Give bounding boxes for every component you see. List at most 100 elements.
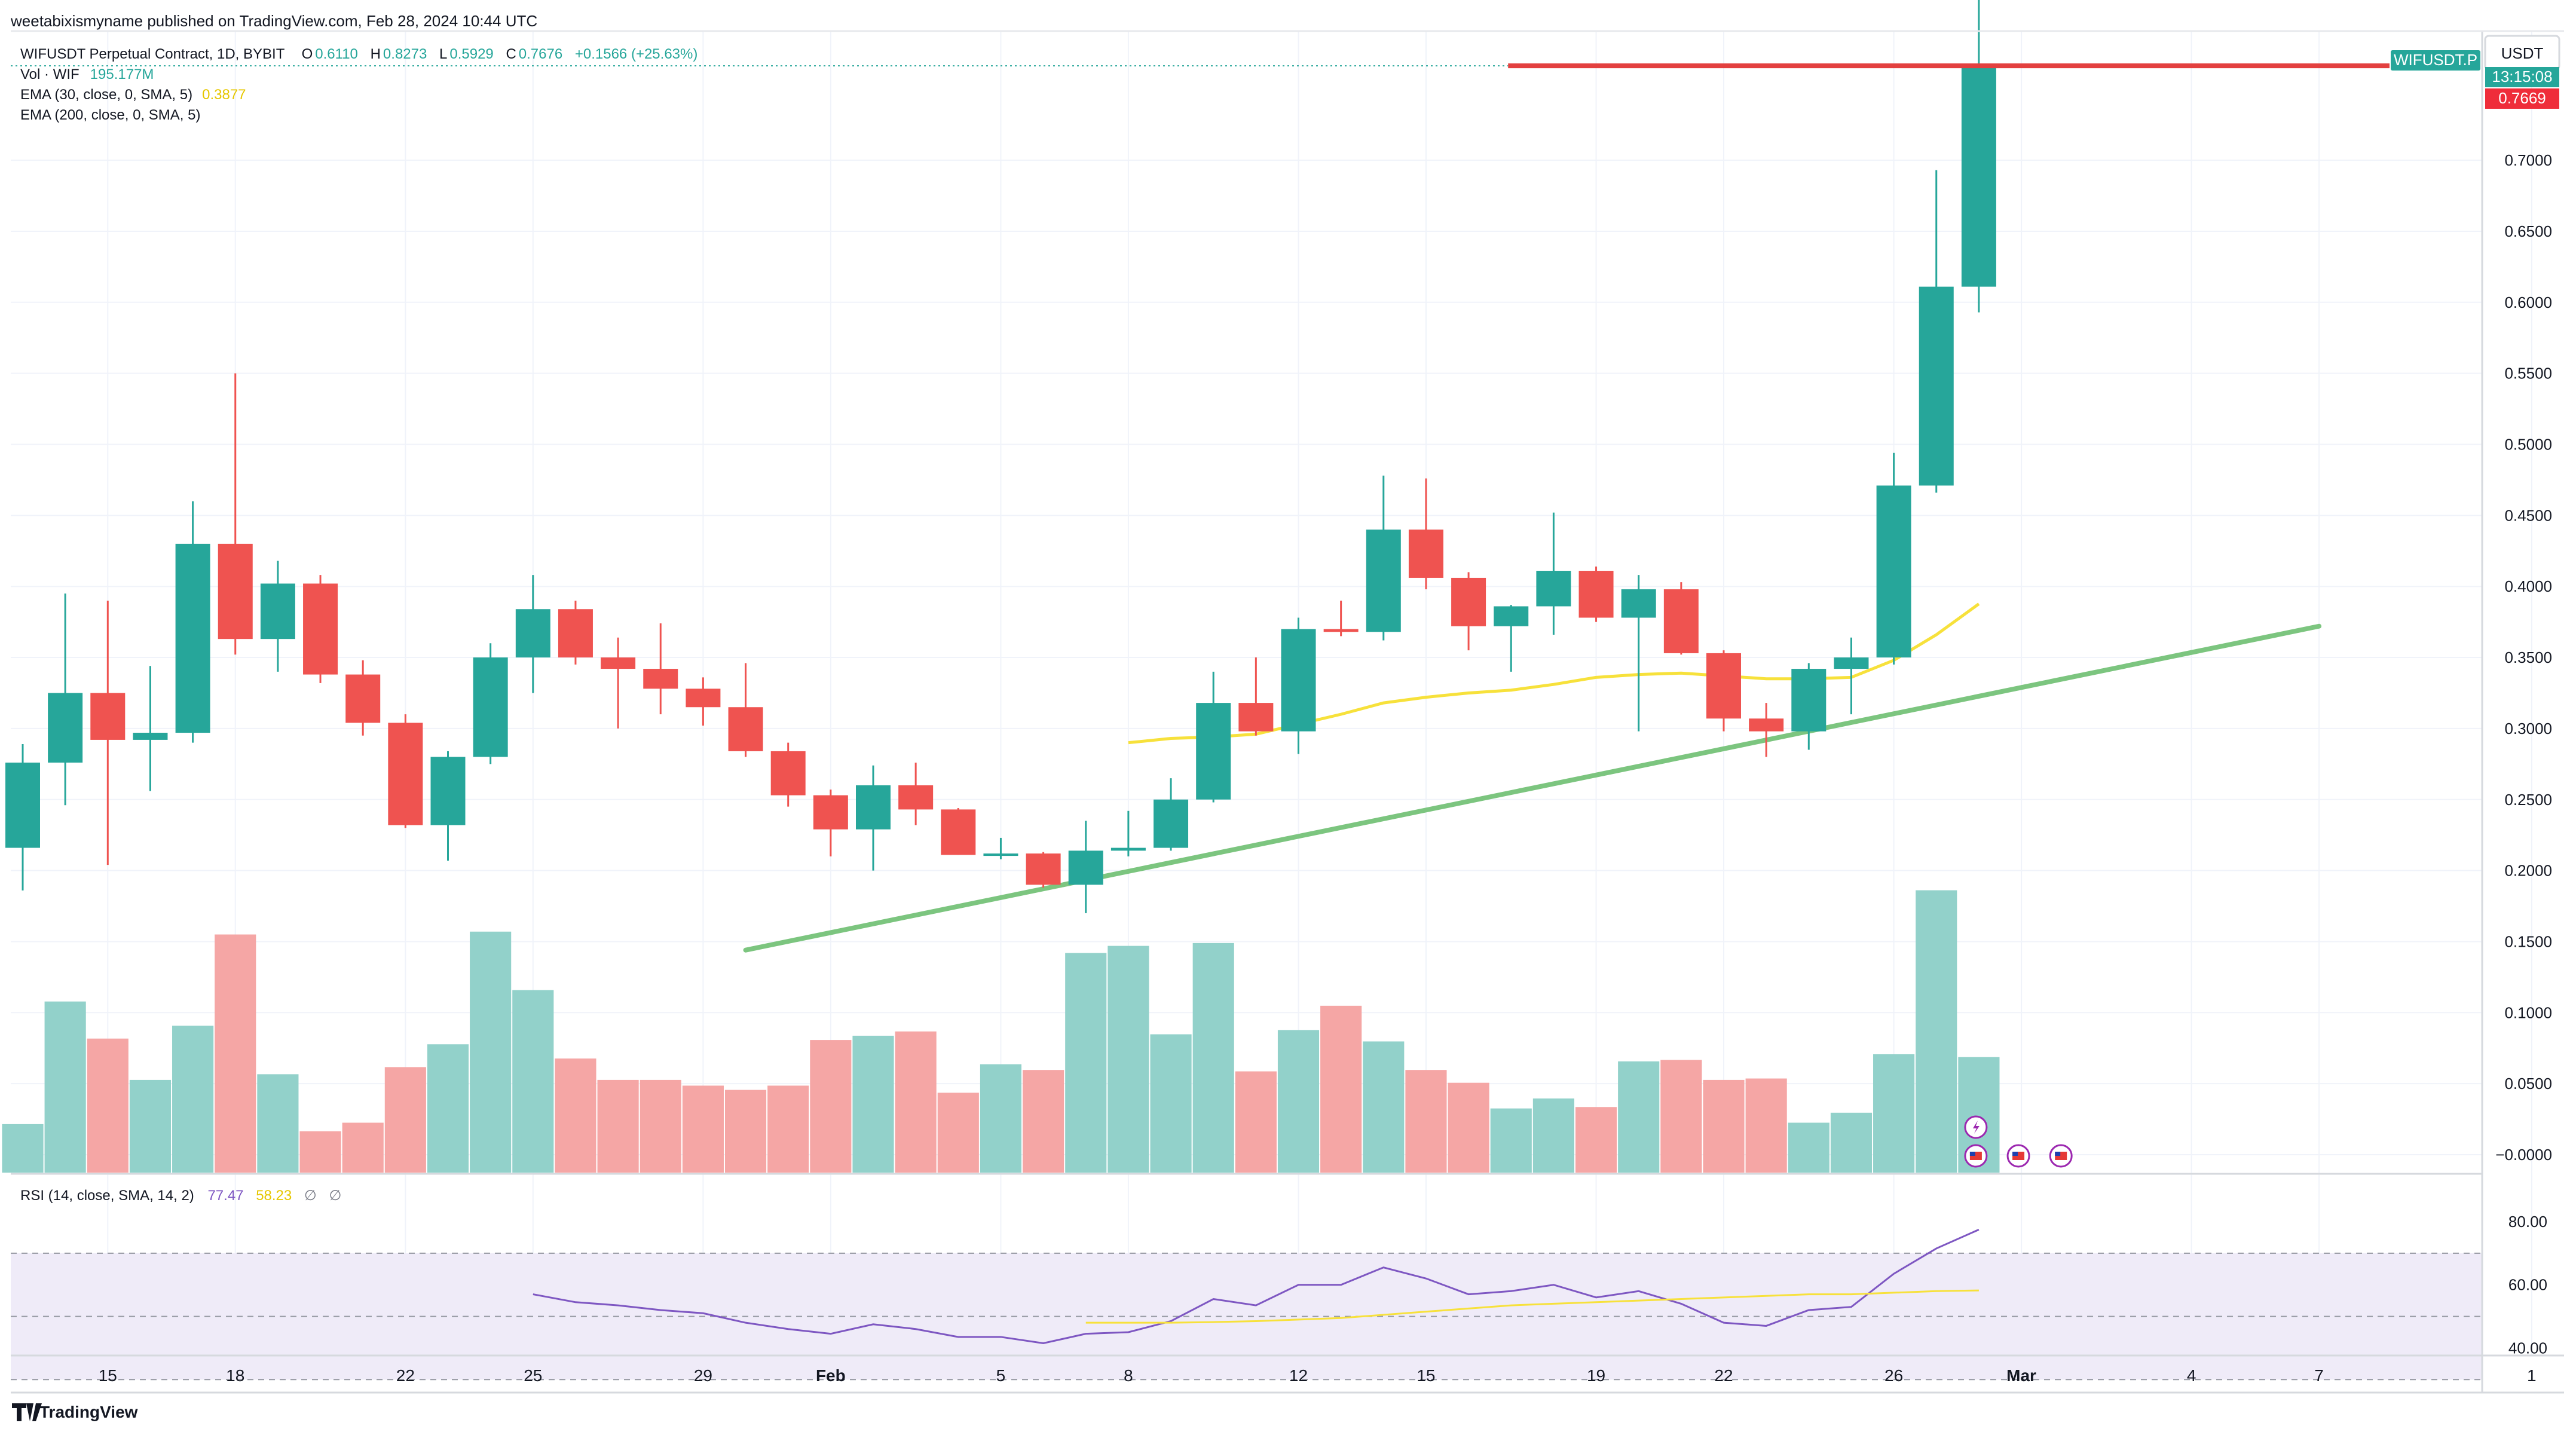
countdown-label: 13:15:08 [2492, 68, 2552, 85]
trendline[interactable] [743, 623, 2322, 953]
candle-body [813, 795, 848, 830]
volume-bar [555, 1058, 596, 1173]
last-price-label: 0.7669 [2498, 89, 2546, 107]
price-tick-label: 0.4000 [2504, 577, 2552, 595]
candle-body [1961, 64, 1996, 287]
candle [1366, 475, 1401, 641]
last-price-box [2485, 88, 2559, 109]
volume-bar [937, 1093, 979, 1173]
candle [1408, 478, 1443, 589]
volume-bar [1235, 1071, 1277, 1173]
candle [1919, 170, 1954, 493]
legend-high: 0.8273 [383, 46, 427, 62]
legend-volume: Vol · WIF 195.177M [20, 66, 154, 82]
legend-ema200: EMA (200, close, 0, SMA, 5) [20, 107, 200, 123]
rsi-empty-1: ∅ [304, 1188, 317, 1204]
volume-bar [1448, 1082, 1489, 1173]
rsi-tick-label: 40.00 [2508, 1339, 2547, 1357]
time-tick-label: 12 [1289, 1366, 1308, 1385]
candle-body [260, 583, 295, 639]
price-tick-label: 0.6000 [2504, 293, 2552, 311]
legend-open: 0.6110 [315, 46, 358, 62]
price-tick-label: −0.0000 [2495, 1146, 2552, 1164]
candle [601, 637, 636, 729]
candle-body [643, 669, 678, 689]
candle [388, 714, 423, 828]
candle [1323, 600, 1359, 637]
volume-bar [384, 1067, 426, 1173]
rsi-pane [11, 1229, 2482, 1381]
volume-bar [87, 1038, 129, 1173]
volume-bar [1192, 943, 1234, 1173]
price-tick-label: 0.5000 [2504, 436, 2552, 454]
candle-body [686, 689, 721, 708]
volume-value: 195.177M [90, 66, 154, 82]
legend-change: +0.1566 (+25.63%) [575, 46, 698, 62]
candle [1110, 810, 1146, 856]
candle-body [388, 723, 423, 825]
candle-body [1749, 718, 1784, 732]
time-tick-label: 29 [694, 1366, 712, 1385]
candle-body [345, 674, 381, 723]
volume-bar [1320, 1005, 1362, 1173]
countdown-box [2485, 67, 2559, 87]
candle-body [430, 757, 466, 825]
candle-body [1196, 703, 1231, 800]
candle [1154, 778, 1189, 851]
price-axis[interactable]: 0.7000 0.6500 0.6000 0.5500 0.5000 0.4500 0.40… [2495, 151, 2552, 1164]
rsi-legend: RSI (14, close, SMA, 14, 2) 77.47 58.23 … [20, 1188, 341, 1204]
candle [1961, 0, 1996, 313]
candle-body [133, 733, 168, 740]
flag-canton [2012, 1152, 2018, 1156]
candle-body [941, 809, 976, 855]
price-tick-label: 0.7000 [2504, 151, 2552, 169]
price-tick-label: 0.0500 [2504, 1075, 2552, 1093]
candle-body [558, 609, 593, 658]
time-tick-label: 8 [1124, 1366, 1133, 1385]
candle [5, 744, 40, 891]
candle [175, 501, 210, 743]
time-tick-label: 19 [1587, 1366, 1605, 1385]
volume-bar [1277, 1030, 1320, 1173]
candle-body [770, 751, 806, 795]
tradingview-logo-icon [12, 1403, 42, 1421]
legend-l-label: L [439, 46, 447, 62]
volume-bar [44, 1001, 86, 1173]
candle [133, 666, 168, 791]
volume-bar [1108, 946, 1149, 1173]
volume-bar [1916, 890, 1957, 1173]
candle [48, 593, 83, 806]
legend-o-label: O [302, 46, 313, 62]
volume-bars [2, 890, 2000, 1173]
event-markers[interactable] [1964, 1115, 2073, 1168]
volume-bar [342, 1122, 384, 1173]
volume-bar [299, 1131, 341, 1173]
price-tick-label: 0.3500 [2504, 648, 2552, 666]
legend-low: 0.5929 [449, 46, 493, 62]
publisher-line: weetabixismyname published on TradingVie… [10, 12, 537, 30]
volume-bar [597, 1079, 639, 1173]
lightning-glyph [1972, 1121, 1980, 1134]
candle [1791, 663, 1827, 750]
flag-canton [1969, 1152, 1975, 1156]
candle-body [1876, 485, 1911, 658]
volume-bar [1703, 1079, 1745, 1173]
candle-body [1323, 629, 1359, 632]
candle [260, 561, 295, 672]
candles [5, 0, 1996, 913]
candle [1749, 703, 1784, 757]
candle [898, 762, 934, 825]
candle [1706, 650, 1741, 732]
candle-body [1451, 577, 1486, 626]
candle-body [90, 693, 126, 740]
time-tick-label: 7 [2314, 1366, 2324, 1385]
time-axis[interactable]: 15 18 22 25 29 Feb 5 8 12 15 19 22 26 Mar 4 7 1 [99, 1366, 2537, 1385]
candle-body [1366, 530, 1401, 632]
legend-ema30: EMA (30, close, 0, SMA, 5) 0.3877 [20, 87, 246, 103]
candle-body [983, 853, 1018, 856]
volume-bar [640, 1079, 681, 1173]
currency-label: USDT [2501, 44, 2544, 62]
tradingview-logo [12, 1403, 42, 1421]
